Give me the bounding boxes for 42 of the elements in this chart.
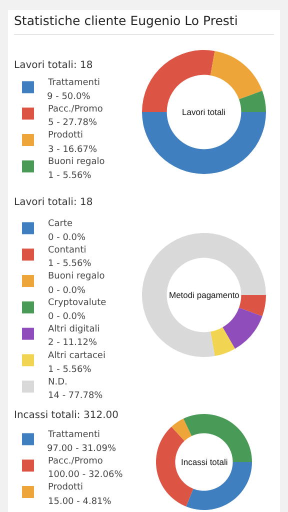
donut-slice: [222, 308, 262, 349]
legend-label: Pacc./Promo: [48, 456, 104, 466]
donut-slice: [142, 233, 266, 357]
legend-label: Pacc./Promo: [48, 104, 104, 114]
text: 0 - 0.0%: [48, 233, 86, 243]
data-label: 3 - 16.67%: [48, 145, 98, 155]
legend-label: Cryptovalute: [48, 298, 107, 308]
donut-slice: [210, 327, 235, 356]
legend-label: Trattamenti: [47, 430, 100, 440]
data-label: 14 - 77.78%: [48, 391, 104, 401]
legend-label: Buoni regalo: [48, 157, 106, 168]
donut-slice: [238, 90, 266, 112]
legend-label: Prodotti: [48, 482, 84, 493]
data-label: 1 - 5.56%: [48, 171, 92, 181]
donut-slice: [210, 50, 262, 100]
chart-subtitle: Incassi totali: 312.00: [14, 410, 118, 421]
text: Lavori totali: 18: [14, 60, 93, 71]
legend-label: Buoni regalo: [48, 272, 106, 282]
data-label: 1 - 5.56%: [48, 259, 92, 269]
donut-slice: [171, 418, 192, 441]
data-label: 1 - 5.56%: [48, 365, 92, 375]
legend-label: N.D.: [48, 377, 68, 388]
legend-label: Altri cartacei: [48, 350, 106, 361]
data-label: 9 - 50.0%: [47, 92, 91, 102]
text: Incassi totali: [181, 457, 228, 467]
text: 0 - 0.0%: [48, 286, 86, 296]
text: Lavori totali: [182, 107, 226, 117]
data-label: 97.00 - 31.09%: [47, 444, 116, 454]
legend-label: Prodotti: [48, 130, 84, 141]
legend-label: Altri digitali: [48, 324, 100, 334]
data-label: 5 - 27.78%: [48, 118, 98, 128]
legend-label: Trattamenti: [47, 78, 100, 88]
chart-title: Statistiche cliente Eugenio Lo Presti: [14, 13, 238, 28]
donut-slice: [238, 295, 266, 316]
data-label: 100.00 - 32.06%: [48, 470, 124, 480]
text: 0 - 0.0%: [48, 312, 86, 322]
data-label: 15.00 - 4.81%: [48, 497, 112, 507]
data-label: 2 - 11.12%: [48, 338, 98, 348]
legend-label: Contanti: [48, 245, 86, 256]
chart-subtitle: Lavori totali: 18: [14, 197, 93, 208]
text: Metodi pagamento: [169, 290, 240, 300]
legend-label: Carte: [48, 218, 74, 229]
